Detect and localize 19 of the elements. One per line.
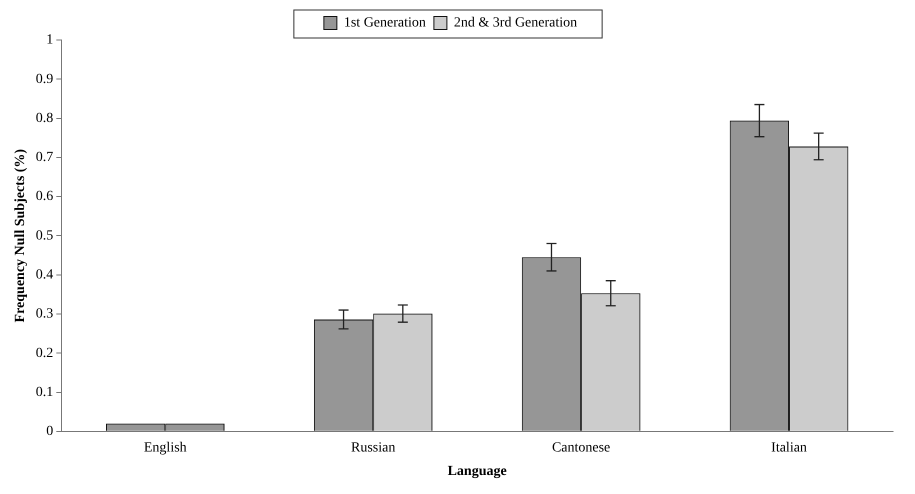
y-axis-title: Frequency Null Subjects (%) [13, 148, 28, 322]
y-tick-label: 1 [46, 32, 54, 48]
y-tick-label: 0.3 [36, 306, 54, 322]
y-tick-label: 0.1 [36, 384, 54, 400]
y-tick-label: 0 [46, 424, 54, 440]
y-tick-label: 0.2 [36, 346, 54, 361]
y-tick-label: 0.8 [36, 110, 54, 126]
y-tick-label: 0.4 [36, 268, 54, 283]
legend-label: 2nd & 3rd Generation [454, 16, 578, 31]
x-tick-label: English [144, 440, 187, 456]
y-tick-label: 0.5 [36, 228, 54, 244]
y-tick-label: 0.9 [36, 72, 54, 87]
legend-label: 1st Generation [344, 16, 426, 31]
x-axis-title: Language [448, 464, 507, 480]
x-tick-label: Italian [771, 440, 807, 456]
y-tick-label: 0.7 [36, 150, 54, 166]
y-tick-label: 0.6 [36, 189, 54, 204]
x-tick-label: Russian [351, 440, 396, 456]
x-tick-label: Cantonese [552, 440, 610, 456]
